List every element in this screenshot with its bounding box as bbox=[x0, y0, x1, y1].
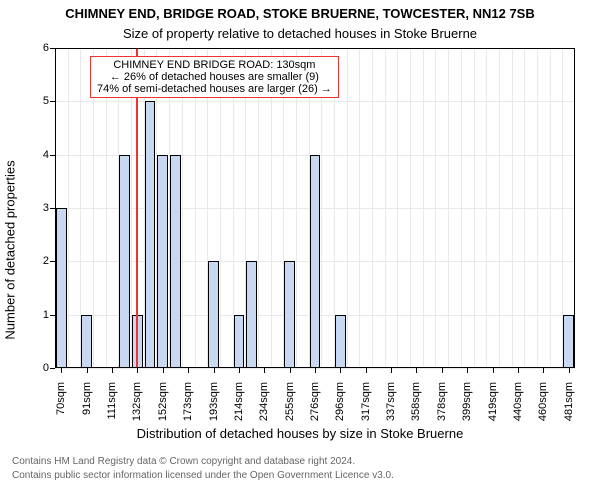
xtick-label: 440sqm bbox=[512, 382, 524, 482]
ytick-mark bbox=[50, 368, 55, 369]
gridline-v bbox=[474, 48, 475, 368]
bar bbox=[119, 155, 130, 368]
bar bbox=[310, 155, 321, 368]
gridline-v bbox=[347, 48, 348, 368]
chart-subtitle: Size of property relative to detached ho… bbox=[0, 26, 600, 41]
bar bbox=[284, 261, 295, 368]
bar bbox=[234, 315, 245, 368]
xtick-mark bbox=[188, 368, 189, 373]
annotation-line: ← 26% of detached houses are smaller (9) bbox=[97, 71, 332, 83]
gridline-v bbox=[385, 48, 386, 368]
bar bbox=[157, 155, 168, 368]
xtick-label: 337sqm bbox=[385, 382, 397, 482]
gridline-v bbox=[524, 48, 525, 368]
gridline-v bbox=[372, 48, 373, 368]
gridline-h bbox=[55, 101, 575, 102]
xtick-label: 317sqm bbox=[360, 382, 372, 482]
ytick-label: 1 bbox=[31, 309, 49, 321]
xtick-label: 481sqm bbox=[563, 382, 575, 482]
xtick-mark bbox=[493, 368, 494, 373]
ytick-label: 2 bbox=[31, 255, 49, 267]
xtick-label: 460sqm bbox=[537, 382, 549, 482]
xtick-mark bbox=[416, 368, 417, 373]
xtick-label: 399sqm bbox=[461, 382, 473, 482]
bar bbox=[81, 315, 92, 368]
xtick-label: 234sqm bbox=[258, 382, 270, 482]
ytick-label: 5 bbox=[31, 95, 49, 107]
xtick-mark bbox=[543, 368, 544, 373]
xtick-mark bbox=[340, 368, 341, 373]
xtick-label: 378sqm bbox=[436, 382, 448, 482]
gridline-v bbox=[359, 48, 360, 368]
xtick-label: 255sqm bbox=[284, 382, 296, 482]
xtick-label: 70sqm bbox=[55, 382, 67, 482]
ytick-label: 3 bbox=[31, 202, 49, 214]
bar bbox=[170, 155, 181, 368]
xtick-mark bbox=[391, 368, 392, 373]
annotation-line: CHIMNEY END BRIDGE ROAD: 130sqm bbox=[97, 59, 332, 71]
y-axis-label: Number of detached properties bbox=[3, 160, 18, 339]
ytick-mark bbox=[50, 208, 55, 209]
gridline-v bbox=[461, 48, 462, 368]
xtick-label: 358sqm bbox=[410, 382, 422, 482]
ytick-label: 4 bbox=[31, 149, 49, 161]
xtick-label: 193sqm bbox=[208, 382, 220, 482]
gridline-h bbox=[55, 48, 575, 49]
xtick-label: 91sqm bbox=[81, 382, 93, 482]
annotation-line: 74% of semi-detached houses are larger (… bbox=[97, 83, 332, 95]
gridline-v bbox=[486, 48, 487, 368]
ytick-mark bbox=[50, 155, 55, 156]
bar bbox=[145, 101, 156, 368]
xtick-label: 152sqm bbox=[157, 382, 169, 482]
xtick-mark bbox=[264, 368, 265, 373]
xtick-mark bbox=[163, 368, 164, 373]
ytick-mark bbox=[50, 261, 55, 262]
ytick-mark bbox=[50, 315, 55, 316]
gridline-v bbox=[435, 48, 436, 368]
gridline-v bbox=[512, 48, 513, 368]
chart-title: CHIMNEY END, BRIDGE ROAD, STOKE BRUERNE,… bbox=[0, 6, 600, 21]
gridline-v bbox=[423, 48, 424, 368]
xtick-label: 111sqm bbox=[106, 382, 118, 482]
gridline-v bbox=[410, 48, 411, 368]
xtick-label: 173sqm bbox=[182, 382, 194, 482]
xtick-mark bbox=[290, 368, 291, 373]
xtick-mark bbox=[112, 368, 113, 373]
xtick-mark bbox=[366, 368, 367, 373]
gridline-v bbox=[448, 48, 449, 368]
gridline-v bbox=[499, 48, 500, 368]
bar bbox=[246, 261, 257, 368]
xtick-label: 132sqm bbox=[131, 382, 143, 482]
xtick-mark bbox=[87, 368, 88, 373]
ytick-label: 6 bbox=[31, 42, 49, 54]
ytick-label: 0 bbox=[31, 362, 49, 374]
xtick-mark bbox=[518, 368, 519, 373]
xtick-mark bbox=[214, 368, 215, 373]
xtick-mark bbox=[569, 368, 570, 373]
xtick-label: 419sqm bbox=[487, 382, 499, 482]
gridline-v bbox=[68, 48, 69, 368]
xtick-mark bbox=[467, 368, 468, 373]
xtick-label: 276sqm bbox=[309, 382, 321, 482]
xtick-mark bbox=[61, 368, 62, 373]
bar bbox=[335, 315, 346, 368]
ytick-mark bbox=[50, 48, 55, 49]
ytick-mark bbox=[50, 101, 55, 102]
annotation-box: CHIMNEY END BRIDGE ROAD: 130sqm← 26% of … bbox=[90, 56, 339, 98]
xtick-mark bbox=[315, 368, 316, 373]
plot-area: CHIMNEY END BRIDGE ROAD: 130sqm← 26% of … bbox=[55, 48, 575, 368]
bar bbox=[56, 208, 67, 368]
xtick-mark bbox=[442, 368, 443, 373]
xtick-mark bbox=[239, 368, 240, 373]
gridline-v bbox=[537, 48, 538, 368]
xtick-mark bbox=[137, 368, 138, 373]
xtick-label: 214sqm bbox=[233, 382, 245, 482]
gridline-v bbox=[550, 48, 551, 368]
gridline-v bbox=[397, 48, 398, 368]
bar bbox=[563, 315, 574, 368]
xtick-label: 296sqm bbox=[334, 382, 346, 482]
bar bbox=[208, 261, 219, 368]
